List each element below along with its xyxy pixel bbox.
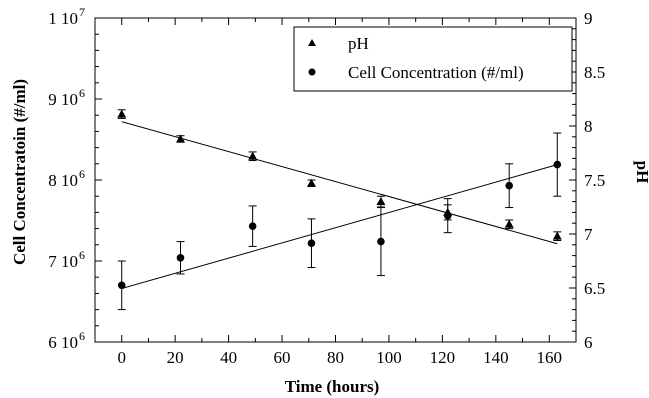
ph-point: [306, 178, 316, 187]
ph-point: [248, 151, 258, 160]
y-right-tick-label: 8.5: [584, 63, 605, 82]
x-tick-label: 120: [430, 348, 456, 367]
x-tick-label: 100: [376, 348, 402, 367]
data-markers: [117, 109, 562, 290]
cell-concentration-point: [443, 211, 452, 220]
y-right-tick-label: 6: [584, 333, 593, 352]
fit-line: [121, 164, 558, 290]
legend-label-cell-concentration: Cell Concentration (#/ml): [348, 63, 524, 82]
y-left-tick-labels: 6 10 67 10 68 10 69 10 61 10 7: [48, 5, 85, 352]
legend-label-ph: pH: [348, 34, 369, 53]
ph-point: [552, 231, 562, 240]
y-right-tick-label: 7.5: [584, 171, 605, 190]
legend-circle-icon: [308, 68, 316, 76]
y-right-tick-label: 8: [584, 117, 593, 136]
y-left-tick-exponent: 6: [79, 86, 85, 100]
ph-point: [376, 197, 386, 206]
y-right-tick-labels: 6 6.5 7 7.5 8 8.5 9: [584, 9, 605, 352]
y-right-axis-label: pH: [633, 161, 649, 184]
cell-concentration-point: [553, 160, 562, 169]
cell-concentration-point: [307, 239, 316, 247]
x-axis-label: Time (hours): [285, 377, 380, 396]
x-tick-labels: 0 20 40 60 80 100 120 140 160: [117, 348, 562, 367]
x-tick-label: 40: [220, 348, 237, 367]
legend-box: [293, 26, 573, 92]
y-left-tick-label: 6 10: [48, 333, 78, 352]
x-tick-label: 160: [537, 348, 563, 367]
legend: pH Cell Concentration (#/ml): [293, 26, 573, 92]
x-tick-label: 60: [274, 348, 291, 367]
cell-concentration-point: [377, 237, 385, 246]
axis-ticks: [94, 17, 577, 343]
y-left-tick-exponent: 7: [79, 5, 85, 19]
y-right-tick-label: 6.5: [584, 279, 605, 298]
y-left-axis-label: Cell Concentratoin (#/ml): [10, 79, 29, 265]
cell-concentration-point: [248, 222, 257, 230]
y-left-tick-exponent: 6: [79, 248, 85, 262]
legend-triangle-icon: [308, 39, 316, 46]
y-left-tick-exponent: 6: [79, 167, 85, 181]
ph-point: [117, 109, 127, 118]
y-left-tick-exponent: 6: [79, 329, 85, 343]
y-left-tick-label: 8 10: [48, 171, 78, 190]
y-left-tick-label: 1 10: [48, 9, 78, 28]
cell-concentration-point: [117, 281, 126, 290]
x-tick-label: 20: [167, 348, 184, 367]
y-left-tick-label: 9 10: [48, 90, 78, 109]
y-left-tick-label: 7 10: [48, 252, 78, 271]
error-bars: [117, 109, 562, 311]
x-tick-label: 80: [327, 348, 344, 367]
cell-concentration-point: [505, 181, 513, 190]
cell-concentration-point: [176, 253, 185, 262]
y-right-tick-label: 7: [584, 225, 593, 244]
ph-point: [504, 219, 514, 228]
ph-point: [176, 134, 186, 143]
x-tick-label: 0: [117, 348, 126, 367]
fit-line: [121, 121, 558, 245]
x-tick-label: 140: [483, 348, 509, 367]
fit-lines: [121, 121, 558, 290]
y-right-tick-label: 9: [584, 9, 593, 28]
